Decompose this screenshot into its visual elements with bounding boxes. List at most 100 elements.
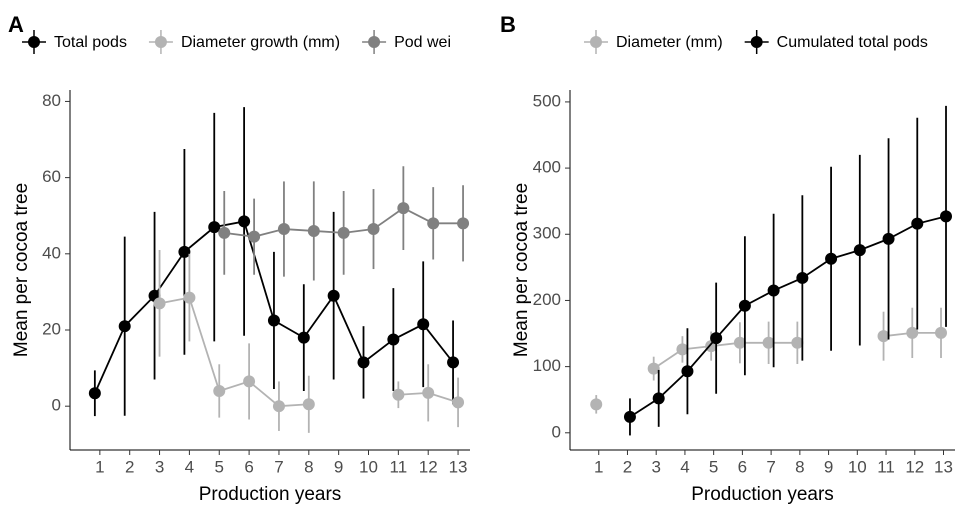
- y-tick-label: 0: [52, 396, 61, 415]
- x-tick-label: 9: [334, 457, 343, 476]
- y-tick-label: 80: [42, 91, 61, 110]
- data-point: [710, 332, 723, 345]
- y-tick-label: 20: [42, 319, 61, 338]
- legend-label: Pod wei: [394, 34, 451, 51]
- data-point: [733, 336, 746, 349]
- y-axis-title: Mean per cocoa tree: [11, 183, 32, 357]
- x-tick-label: 11: [877, 457, 895, 476]
- x-tick-label: 2: [125, 457, 134, 476]
- data-point: [178, 245, 191, 258]
- data-point: [877, 330, 890, 343]
- y-tick-label: 400: [533, 158, 561, 177]
- data-point: [911, 217, 924, 230]
- x-axis-title: Production years: [691, 484, 834, 505]
- data-point: [337, 226, 350, 239]
- data-point: [272, 400, 285, 413]
- data-point: [238, 215, 251, 228]
- x-tick-label: 10: [848, 457, 867, 476]
- y-tick-label: 40: [42, 243, 61, 262]
- data-point: [676, 343, 689, 356]
- data-point: [357, 356, 370, 369]
- data-point: [277, 223, 290, 236]
- x-tick-label: 12: [905, 457, 924, 476]
- data-point: [297, 331, 310, 344]
- y-tick-label: 300: [533, 224, 561, 243]
- legend-label: Diameter growth (mm): [181, 34, 340, 51]
- x-tick-label: 1: [594, 457, 603, 476]
- data-point: [422, 386, 435, 399]
- y-axis-title: Mean per cocoa tree: [511, 183, 532, 357]
- data-point: [307, 224, 320, 237]
- data-point: [452, 396, 465, 409]
- data-point: [853, 244, 866, 257]
- data-point: [88, 387, 101, 400]
- x-tick-label: 3: [155, 457, 164, 476]
- x-axis-title: Production years: [199, 484, 342, 505]
- data-point: [590, 398, 603, 411]
- series-line: [629, 215, 947, 418]
- panel-label: B: [500, 12, 516, 37]
- x-tick-label: 13: [449, 457, 468, 476]
- x-tick-label: 5: [215, 457, 224, 476]
- data-point: [738, 299, 751, 312]
- data-point: [183, 291, 196, 304]
- legend-key-point: [154, 36, 167, 48]
- data-point: [387, 333, 400, 346]
- x-tick-label: 4: [185, 457, 194, 476]
- data-point: [825, 252, 838, 265]
- data-point: [940, 210, 953, 223]
- data-point: [248, 230, 261, 243]
- data-point: [652, 392, 665, 405]
- x-tick-label: 12: [419, 457, 438, 476]
- x-tick-label: 11: [390, 457, 408, 476]
- legend-label: Cumulated total pods: [777, 34, 928, 51]
- x-tick-label: 13: [934, 457, 953, 476]
- x-tick-label: 6: [738, 457, 747, 476]
- data-point: [791, 336, 804, 349]
- x-tick-label: 6: [244, 457, 253, 476]
- data-point: [392, 388, 405, 401]
- y-tick-label: 200: [533, 290, 561, 309]
- data-point: [681, 365, 694, 378]
- x-tick-label: 7: [274, 457, 283, 476]
- x-tick-label: 2: [623, 457, 632, 476]
- data-point: [647, 362, 660, 375]
- x-tick-label: 9: [824, 457, 833, 476]
- data-point: [935, 326, 948, 339]
- data-point: [767, 284, 780, 297]
- legend-key-point: [590, 36, 602, 48]
- y-tick-label: 100: [533, 356, 561, 375]
- data-point: [302, 398, 315, 411]
- x-tick-label: 1: [95, 457, 104, 476]
- y-tick-label: 0: [552, 422, 561, 441]
- legend-label: Diameter (mm): [616, 34, 723, 51]
- legend-key-point: [750, 36, 763, 48]
- data-point: [623, 410, 636, 423]
- data-point: [417, 318, 430, 331]
- data-point: [882, 232, 895, 245]
- data-point: [367, 223, 380, 236]
- panel-label: A: [8, 12, 24, 37]
- legend-label: Total pods: [54, 34, 127, 51]
- data-point: [218, 226, 231, 239]
- data-point: [397, 202, 410, 215]
- x-tick-label: 7: [766, 457, 775, 476]
- data-point: [762, 336, 775, 349]
- x-tick-label: 10: [359, 457, 378, 476]
- data-point: [153, 297, 166, 310]
- legend-key-point: [28, 36, 40, 48]
- legend-key-point: [368, 36, 381, 48]
- data-point: [457, 217, 470, 230]
- data-point: [796, 271, 809, 284]
- data-point: [118, 320, 131, 333]
- x-tick-label: 4: [680, 457, 689, 476]
- data-point: [208, 221, 221, 234]
- data-point: [267, 314, 280, 327]
- data-point: [906, 326, 919, 339]
- x-tick-label: 8: [304, 457, 313, 476]
- x-tick-label: 3: [651, 457, 660, 476]
- data-point: [327, 289, 340, 302]
- data-point: [427, 217, 440, 230]
- data-point: [447, 356, 460, 369]
